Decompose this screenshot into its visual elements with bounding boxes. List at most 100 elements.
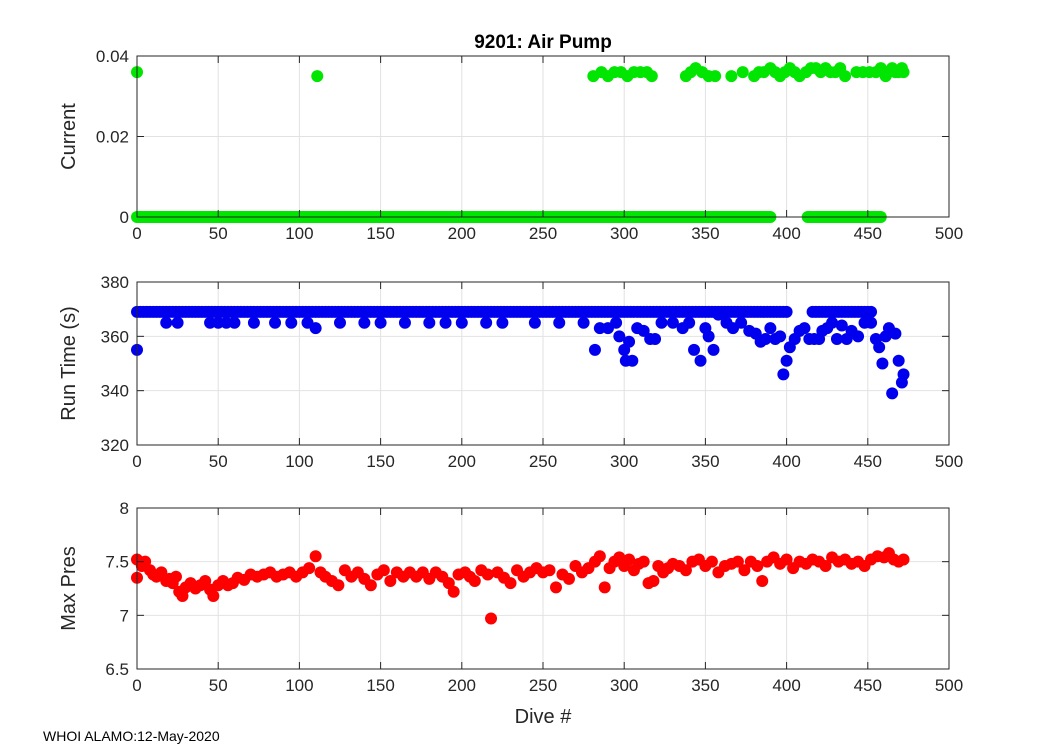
y-axis-label: Current [58, 103, 80, 170]
data-point [798, 322, 811, 335]
data-point [562, 572, 575, 585]
data-point [709, 70, 722, 83]
data-point [756, 574, 769, 587]
data-point [830, 333, 843, 346]
data-point [637, 555, 650, 568]
data-point [705, 555, 718, 568]
chart-title: 9201: Air Pump [474, 32, 612, 53]
data-point [738, 564, 751, 577]
data-point [626, 354, 639, 367]
data-point [876, 357, 889, 370]
data-point [504, 577, 517, 590]
data-point [480, 316, 493, 329]
data-point [598, 581, 611, 594]
x-tick-label: 350 [691, 224, 719, 243]
y-axis-label: Max Pres [58, 546, 80, 630]
data-point [702, 330, 715, 343]
data-point [774, 330, 787, 343]
data-point [610, 316, 623, 329]
x-tick-label: 400 [772, 452, 800, 471]
data-point [374, 316, 387, 329]
data-point [247, 316, 260, 329]
data-point [655, 316, 668, 329]
data-point [839, 70, 852, 83]
data-point [694, 354, 707, 367]
data-point [447, 585, 460, 598]
y-tick-label: 0 [120, 208, 129, 227]
data-point [645, 70, 658, 83]
data-point [207, 590, 220, 603]
y-tick-label: 7 [120, 606, 129, 625]
x-tick-label: 350 [691, 676, 719, 695]
data-point [285, 316, 298, 329]
data-point [725, 70, 738, 83]
data-point [577, 316, 590, 329]
x-tick-label: 250 [529, 452, 557, 471]
data-point [553, 316, 566, 329]
data-point [384, 574, 397, 587]
x-tick-label: 450 [854, 452, 882, 471]
data-point [309, 550, 322, 563]
data-point [358, 316, 371, 329]
data-point [543, 564, 556, 577]
y-tick-label: 360 [101, 327, 129, 346]
data-point [311, 70, 324, 83]
data-point [688, 343, 701, 356]
data-point [780, 305, 793, 318]
x-tick-label: 450 [854, 676, 882, 695]
y-tick-label: 0.04 [96, 47, 129, 66]
y-tick-label: 320 [101, 436, 129, 455]
data-point [865, 305, 878, 318]
x-axis-label: Dive # [515, 706, 573, 728]
x-tick-label: 0 [132, 676, 141, 695]
data-point [549, 581, 562, 594]
x-tick-label: 250 [529, 676, 557, 695]
x-tick-label: 0 [132, 452, 141, 471]
x-tick-label: 500 [935, 452, 963, 471]
data-point [637, 324, 650, 337]
x-tick-label: 200 [448, 224, 476, 243]
data-point [666, 316, 679, 329]
max-pres-panel: 0 50 100 150 200 250 300 350 400 450 500 6.5 7 7.5 8 Ma… [58, 499, 963, 728]
data-point [780, 553, 793, 566]
data-point [160, 316, 173, 329]
x-tick-label: 50 [209, 676, 228, 695]
y-tick-label: 0.02 [96, 128, 129, 147]
data-point [865, 316, 878, 329]
run-time-panel: 0 50 100 150 200 250 300 350 400 450 500 320 340 360 3… [58, 273, 963, 471]
data-point [826, 316, 839, 329]
data-point [377, 564, 390, 577]
x-tick-label: 300 [610, 224, 638, 243]
data-point [892, 354, 905, 367]
data-point [707, 343, 720, 356]
x-tick-label: 50 [209, 452, 228, 471]
data-point [623, 335, 636, 348]
data-point [496, 316, 509, 329]
data-point [228, 316, 241, 329]
data-point [819, 559, 832, 572]
x-tick-label: 450 [854, 224, 882, 243]
x-tick-label: 300 [610, 452, 638, 471]
x-tick-label: 150 [366, 452, 394, 471]
data-point [897, 368, 910, 381]
data-point [736, 66, 749, 79]
y-tick-label: 380 [101, 273, 129, 292]
data-point [751, 559, 764, 572]
data-point [852, 330, 865, 343]
y-axis-label: Run Time (s) [58, 306, 80, 420]
data-point [303, 562, 316, 575]
data-point [588, 343, 601, 356]
data-point [886, 387, 899, 400]
data-point [332, 579, 345, 592]
data-point [398, 316, 411, 329]
data-point [364, 579, 377, 592]
data-point [873, 341, 886, 354]
x-tick-label: 300 [610, 676, 638, 695]
x-tick-label: 250 [529, 224, 557, 243]
x-tick-label: 100 [285, 224, 313, 243]
data-point [897, 553, 910, 566]
data-point [759, 333, 772, 346]
data-point [481, 568, 494, 581]
x-tick-label: 50 [209, 224, 228, 243]
